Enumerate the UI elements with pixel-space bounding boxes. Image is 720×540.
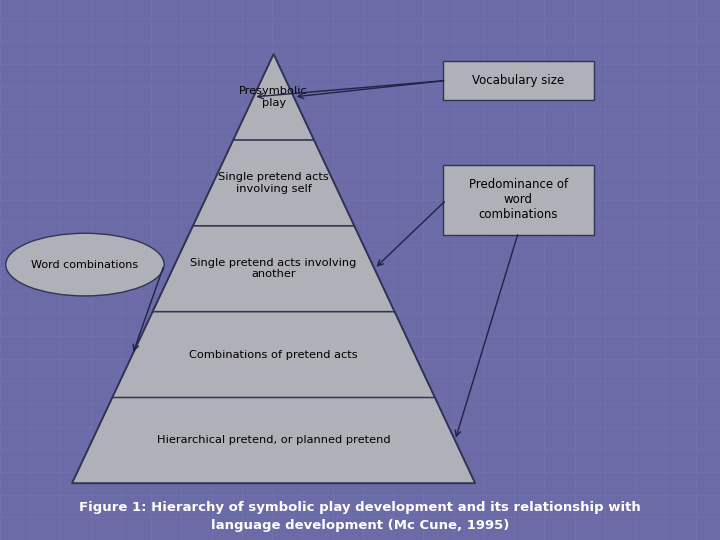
Text: Predominance of
word
combinations: Predominance of word combinations [469,178,568,221]
FancyBboxPatch shape [443,165,594,235]
Text: Figure 1: Hierarchy of symbolic play development and its relationship with: Figure 1: Hierarchy of symbolic play dev… [79,501,641,514]
Polygon shape [72,397,475,483]
FancyBboxPatch shape [443,61,594,100]
Polygon shape [153,226,395,312]
Text: Vocabulary size: Vocabulary size [472,74,564,87]
Polygon shape [112,312,435,397]
Text: Word combinations: Word combinations [32,260,138,269]
Text: Hierarchical pretend, or planned pretend: Hierarchical pretend, or planned pretend [157,435,390,445]
Text: Single pretend acts
involving self: Single pretend acts involving self [218,172,329,194]
Ellipse shape [6,233,164,296]
Polygon shape [193,140,354,226]
Text: Presymbolic
play: Presymbolic play [239,86,308,108]
Polygon shape [233,54,314,140]
Text: language development (Mc Cune, 1995): language development (Mc Cune, 1995) [211,519,509,532]
Text: Single pretend acts involving
another: Single pretend acts involving another [190,258,357,280]
Text: Combinations of pretend acts: Combinations of pretend acts [189,349,358,360]
